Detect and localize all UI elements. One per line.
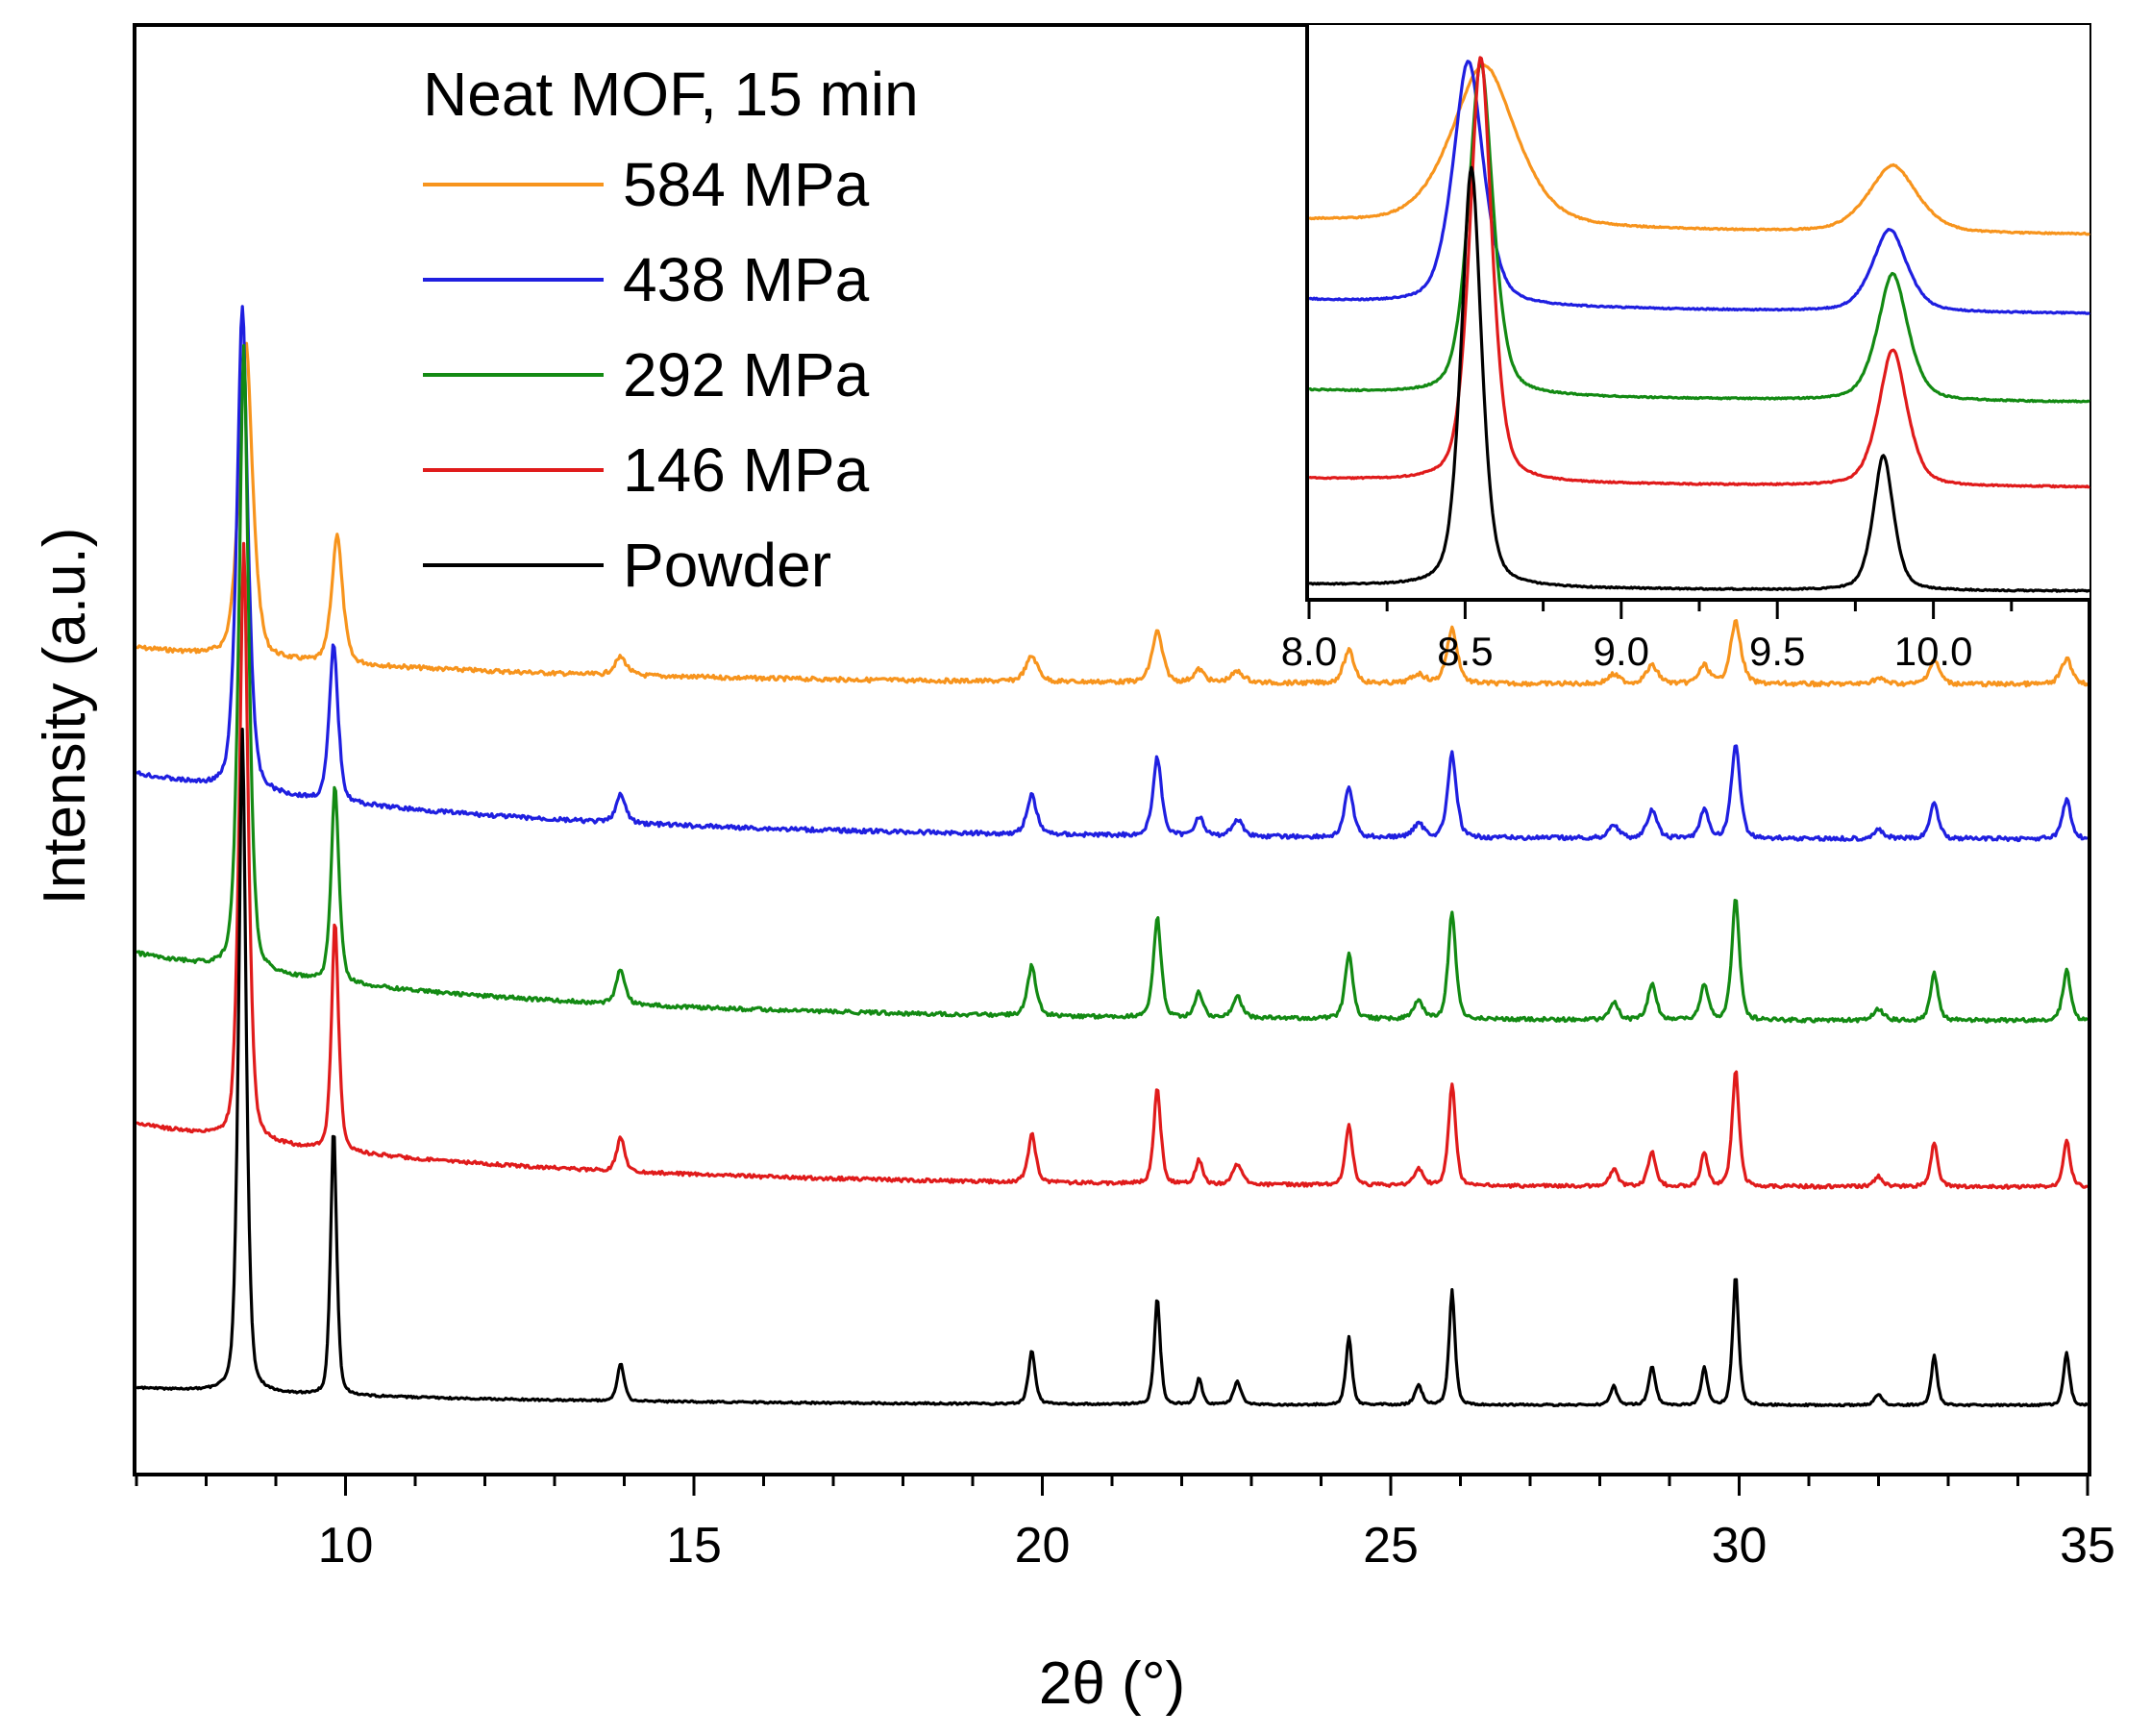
x-tick-label: 10 (318, 1518, 374, 1574)
inset-series-layer (1307, 56, 2091, 593)
inset-chart: 8.0 8.5 9.0 9.5 10.0 (1281, 25, 2091, 674)
inset-background (1305, 25, 2089, 600)
legend-entry: 438 MPa (423, 245, 870, 314)
x-tick-label: 20 (1015, 1518, 1071, 1574)
inset-series-line-438-mpa (1307, 60, 2091, 315)
main-x-axis: 10 15 20 25 30 35 (135, 1473, 2115, 1574)
legend-label: 146 MPa (623, 435, 870, 505)
inset-x-tick-label: 8.5 (1437, 629, 1493, 674)
main-series-layer (135, 305, 2089, 1408)
legend-entry: 292 MPa (423, 340, 870, 409)
y-axis-title: Intensity (a.u.) (32, 528, 98, 905)
inset-x-tick-label: 8.0 (1281, 629, 1337, 674)
legend-label: 292 MPa (623, 340, 870, 409)
inset-x-tick-label: 9.5 (1749, 629, 1805, 674)
series-line-146-mpa (136, 541, 2089, 1190)
x-tick-label: 30 (1712, 1518, 1768, 1574)
inset-series-line-146-mpa (1308, 56, 2090, 489)
inset-series-line-584-mpa (1308, 62, 2091, 236)
legend-entry: Powder (423, 531, 831, 600)
legend-label: Powder (623, 531, 831, 600)
series-line-292-mpa (136, 343, 2089, 1024)
inset-x-tick-label: 10.0 (1894, 629, 1973, 674)
legend-title: Neat MOF, 15 min (423, 60, 919, 129)
x-axis-title: 2θ (°) (1039, 1650, 1185, 1717)
inset-x-axis: 8.0 8.5 9.0 9.5 10.0 (1281, 600, 2091, 674)
x-tick-label: 25 (1363, 1518, 1419, 1574)
series-line-438-mpa (135, 305, 2089, 843)
legend-entries: 584 MPa 438 MPa 292 MPa 146 MPa Powder (423, 150, 870, 600)
inset-x-tick-label: 9.0 (1594, 629, 1649, 674)
series-line-powder (136, 728, 2089, 1408)
legend-entry: 584 MPa (423, 150, 870, 219)
x-tick-label: 35 (2060, 1518, 2115, 1574)
series-line-584-mpa (136, 341, 2089, 688)
inset-series-line-292-mpa (1308, 62, 2090, 404)
legend: Neat MOF, 15 min 584 MPa 438 MPa 292 MPa 14… (423, 60, 919, 600)
legend-label: 438 MPa (623, 245, 870, 314)
legend-label: 584 MPa (623, 150, 870, 219)
x-tick-label: 15 (666, 1518, 722, 1574)
inset-series-line-powder (1308, 165, 2090, 593)
legend-entry: 146 MPa (423, 435, 870, 505)
